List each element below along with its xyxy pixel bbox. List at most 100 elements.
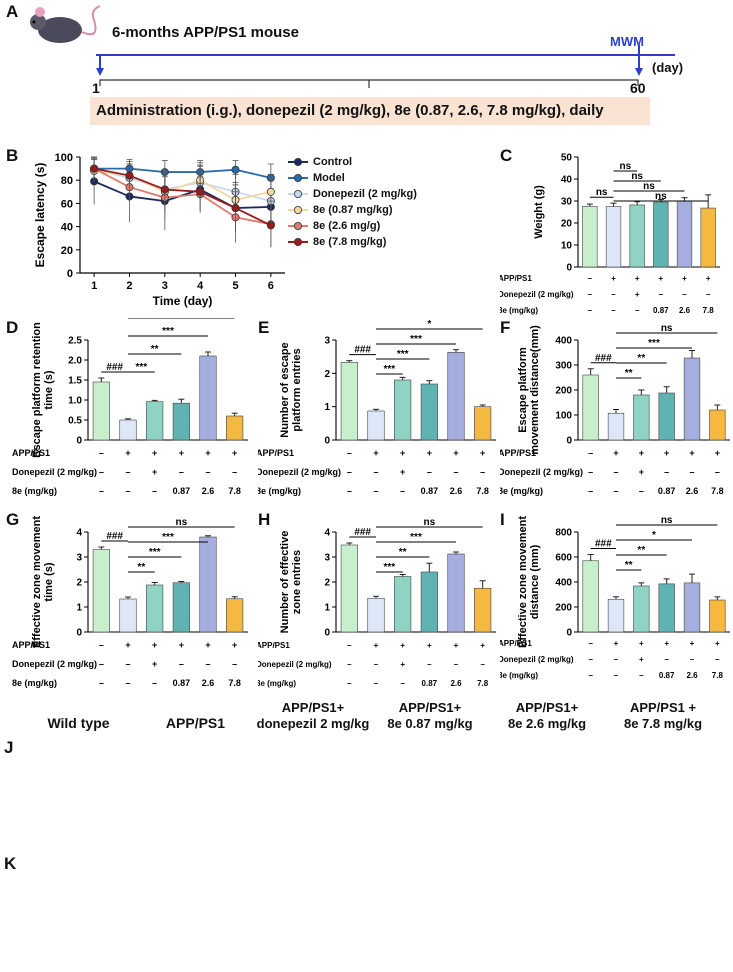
data-point	[231, 165, 240, 174]
condition-cell: –	[588, 639, 593, 648]
significance-label: **	[151, 344, 159, 355]
condition-cell: +	[232, 448, 237, 458]
y-tick-label: 1	[324, 402, 330, 413]
condition-cell: 0.87	[658, 486, 676, 496]
significance-label: ns	[643, 181, 655, 192]
legend-marker	[294, 222, 302, 230]
zone-time-bar-chart: 0 1 2 3 4 Effective zone movement time (s) ### *…	[12, 516, 248, 688]
data-point	[231, 204, 240, 213]
platform-distance-bar-chart: 0 100 200 300 400 Escape platform movement dis…	[500, 323, 730, 496]
zone-distance-bar-chart: 0 200 400 600 800 Effective zone movement dist…	[500, 515, 730, 680]
y-tick-label: 200	[555, 386, 572, 397]
condition-cell: 0.87	[173, 486, 191, 496]
panel-label-h: H	[258, 510, 271, 529]
y-axis-label: Escape platform retention	[31, 322, 43, 458]
legend-entry: 8e (7.8 mg/kg)	[288, 234, 488, 250]
timeline-diagram	[30, 5, 675, 88]
legend-label: 8e (2.6 mg/g)	[313, 220, 381, 232]
condition-cell: –	[453, 467, 458, 477]
y-tick-label: 50	[561, 153, 573, 164]
condition-cell: –	[588, 274, 593, 283]
bar	[367, 597, 385, 633]
y-tick-label: 2	[324, 369, 330, 380]
y-tick-label: 400	[555, 336, 572, 347]
panel-label-c: C	[500, 146, 513, 165]
condition-cell: –	[639, 671, 644, 680]
condition-cell: –	[152, 486, 157, 496]
significance-label: **	[625, 560, 633, 571]
condition-cell: –	[347, 641, 352, 650]
condition-cell: +	[373, 448, 378, 458]
y-tick-label: 1	[76, 603, 82, 614]
significance-label: ***	[648, 338, 660, 349]
condition-cell: –	[427, 467, 432, 477]
condition-cell: +	[152, 467, 157, 477]
panel-label-i: I	[500, 510, 505, 529]
significance-label: ns	[596, 187, 608, 198]
maze-title-8e-087: APP/PS1+ 8e 0.87 mg/kg	[387, 700, 473, 731]
y-axis-label: Effective zone movement	[31, 516, 43, 648]
bar	[683, 582, 701, 633]
bar	[709, 409, 726, 441]
significance-label: ***	[149, 547, 161, 558]
data-point	[90, 164, 99, 173]
significance-label: **	[137, 562, 145, 573]
condition-cell: –	[639, 486, 644, 496]
condition-cell: +	[611, 274, 616, 283]
data-point	[196, 187, 205, 196]
condition-cell: 2.6	[450, 679, 462, 688]
maze-title-8e-78: APP/PS1 + 8e 7.8 mg/kg	[623, 700, 703, 731]
y-axis-label: time (s)	[43, 370, 55, 409]
bar	[582, 205, 598, 268]
condition-cell: –	[664, 655, 669, 664]
significance-label: **	[399, 547, 407, 558]
bar	[92, 381, 110, 441]
condition-cell: 0.87	[659, 671, 675, 680]
data-point	[266, 221, 275, 230]
bar	[394, 576, 412, 633]
condition-cell: 7.8	[476, 486, 489, 496]
condition-cell: +	[658, 274, 663, 283]
condition-cell: +	[400, 641, 405, 650]
condition-row-label: 8e (mg/kg)	[500, 486, 543, 496]
condition-cell: +	[635, 274, 640, 283]
significance-label: **	[637, 353, 645, 364]
y-tick-label: 1	[324, 603, 330, 614]
maze-title-wild-type: Wild type	[47, 715, 110, 731]
condition-cell: +	[690, 639, 695, 648]
condition-cell: –	[125, 678, 130, 688]
condition-cell: +	[682, 274, 687, 283]
condition-cell: –	[99, 640, 104, 650]
y-tick-label: 40	[561, 175, 573, 186]
condition-cell: –	[706, 290, 711, 299]
condition-cell: –	[400, 679, 405, 688]
condition-cell: 2.6	[202, 678, 215, 688]
panel-label-b: B	[6, 146, 19, 165]
condition-cell: +	[125, 448, 130, 458]
panel-label-a: A	[6, 2, 19, 21]
y-tick-label: 0	[76, 628, 82, 639]
administration-banner: Administration (i.g.), donepezil (2 mg/k…	[90, 97, 650, 125]
condition-cell: –	[99, 659, 104, 669]
condition-cell: –	[125, 486, 130, 496]
condition-row-label: 8e (mg/kg)	[12, 678, 57, 688]
bar	[683, 357, 701, 441]
bar	[340, 362, 358, 441]
condition-cell: –	[373, 486, 378, 496]
condition-row-label: Donepezil (2 mg/kg)	[500, 467, 583, 477]
condition-cell: –	[374, 660, 379, 669]
condition-cell: –	[480, 660, 485, 669]
significance-label: ns	[661, 515, 673, 526]
data-point	[160, 185, 169, 194]
condition-cell: –	[690, 655, 695, 664]
series-line	[94, 167, 272, 179]
significance-label: *	[652, 530, 656, 541]
condition-cell: +	[453, 448, 458, 458]
bar	[633, 585, 650, 633]
condition-cell: –	[664, 467, 669, 477]
condition-cell: +	[427, 641, 432, 650]
y-axis-label: Escape latency (s)	[33, 163, 47, 268]
maze-title-donepezil: APP/PS1+ donepezil 2 mg/kg	[256, 700, 370, 731]
condition-row-label: 8e (mg/kg)	[500, 306, 538, 315]
